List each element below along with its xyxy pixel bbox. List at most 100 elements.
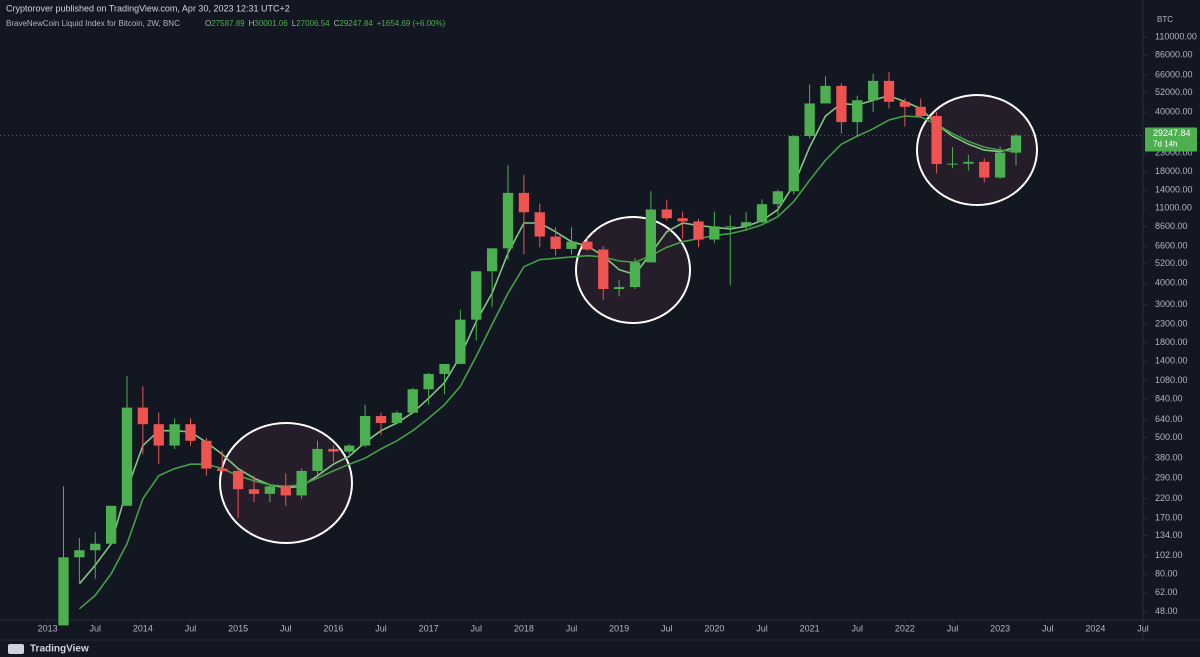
brand: TradingView <box>30 644 89 655</box>
y-tick-label: 52000.00 <box>1155 87 1193 97</box>
candle-body <box>407 389 418 413</box>
legend-value: 30001.06 <box>254 19 288 28</box>
x-tick-label: Jul <box>566 623 578 633</box>
x-tick-label: 2022 <box>895 623 915 633</box>
legend-value: 27587.89 <box>211 19 245 28</box>
candle-body <box>788 136 799 192</box>
candle-body <box>328 448 339 452</box>
candle-body <box>613 287 625 290</box>
candle-body <box>153 424 164 446</box>
legend-key: L <box>292 19 297 28</box>
x-tick-label: 2015 <box>228 623 248 633</box>
y-tick-label: 220.00 <box>1155 493 1183 503</box>
x-tick-label: Jul <box>185 623 197 633</box>
legend-key: C <box>334 19 340 28</box>
x-tick-label: 2019 <box>609 623 629 633</box>
candle-body <box>836 85 847 123</box>
y-tick-label: 640.00 <box>1155 414 1183 424</box>
candle-body <box>280 486 291 496</box>
candle-body <box>804 103 815 137</box>
x-tick-label: 2023 <box>990 623 1010 633</box>
candle-body <box>867 80 879 101</box>
candle-body <box>439 363 450 374</box>
candle-body <box>296 470 307 496</box>
candle-body <box>725 226 736 228</box>
candle-body <box>502 192 514 249</box>
x-tick-label: Jul <box>470 623 482 633</box>
candle-body <box>185 424 196 441</box>
candle-body <box>312 448 323 471</box>
candle-body <box>566 241 577 249</box>
candle-body <box>391 412 403 423</box>
candle-body <box>756 204 768 223</box>
ohlc-legend: O27587.89 H30001.06 L27006.54 C29247.84 +165… <box>205 19 446 28</box>
x-tick-label: Jul <box>280 623 292 633</box>
x-tick-label: Jul <box>1137 623 1149 633</box>
y-tick-label: 2300.00 <box>1155 319 1188 329</box>
y-tick-label: 1400.00 <box>1155 356 1188 366</box>
last-price-label: 29247.84 <box>1153 128 1191 138</box>
x-tick-label: 2024 <box>1085 623 1105 633</box>
x-tick-label: Jul <box>947 623 959 633</box>
chart-title: BraveNewCoin Liquid Index for Bitcoin, 2… <box>6 19 180 28</box>
y-tick-label: 170.00 <box>1155 512 1183 522</box>
candle-body <box>471 271 482 320</box>
y-tick-label: 500.00 <box>1155 432 1183 442</box>
legend-value: 29247.84 <box>339 19 373 28</box>
x-tick-label: 2018 <box>514 623 534 633</box>
candle-body <box>58 557 69 626</box>
candle-body <box>931 116 942 165</box>
last-price-box <box>1145 127 1197 152</box>
candle-body <box>629 262 641 288</box>
legend-value: 27006.54 <box>296 19 330 28</box>
candle-body <box>677 218 688 222</box>
legend-key: H <box>249 19 255 28</box>
y-tick-label: 18000.00 <box>1155 166 1193 176</box>
y-tick-label: 62.00 <box>1155 587 1178 597</box>
candle-body <box>423 373 434 390</box>
candle-body <box>598 249 609 290</box>
y-tick-label: 380.00 <box>1155 452 1183 462</box>
candle-body <box>248 489 260 494</box>
candle-body <box>74 550 85 558</box>
candle-body <box>486 248 498 272</box>
candle-body <box>344 445 355 452</box>
y-tick-label: 110000.00 <box>1155 31 1197 41</box>
x-tick-label: 2014 <box>133 623 153 633</box>
brand-logo <box>8 644 24 654</box>
currency: BTC <box>1157 15 1173 24</box>
x-tick-label: Jul <box>756 623 768 633</box>
circle <box>916 94 1038 206</box>
candle-body <box>217 468 228 471</box>
y-tick-label: 23000.00 <box>1155 148 1193 158</box>
candle-body <box>375 415 387 423</box>
legend-key: O <box>205 19 211 28</box>
legend-change: +1654.69 (+6.00%) <box>377 19 446 28</box>
y-tick-label: 11000.00 <box>1155 202 1192 212</box>
x-tick-label: Jul <box>375 623 387 633</box>
candle-body <box>852 100 863 123</box>
y-tick-label: 5200.00 <box>1155 258 1188 268</box>
candle-body <box>264 486 276 494</box>
y-tick-label: 1800.00 <box>1155 337 1188 347</box>
candle-body <box>693 221 704 240</box>
candle-body <box>661 209 672 219</box>
y-tick-label: 6600.00 <box>1155 240 1188 250</box>
y-tick-label: 840.00 <box>1155 394 1183 404</box>
y-tick-label: 86000.00 <box>1155 50 1193 60</box>
y-tick-label: 14000.00 <box>1155 185 1193 195</box>
y-tick-label: 66000.00 <box>1155 69 1193 79</box>
candle-body <box>169 424 180 446</box>
candle-body <box>947 163 958 165</box>
candle-body <box>582 241 593 250</box>
y-tick-label: 102.00 <box>1155 550 1183 560</box>
candle-body <box>963 161 974 164</box>
candle-body <box>1010 135 1022 153</box>
candle-body <box>201 440 212 469</box>
candle-body <box>550 236 561 249</box>
y-tick-label: 1080.00 <box>1155 375 1188 385</box>
x-tick-label: Jul <box>1042 623 1054 633</box>
